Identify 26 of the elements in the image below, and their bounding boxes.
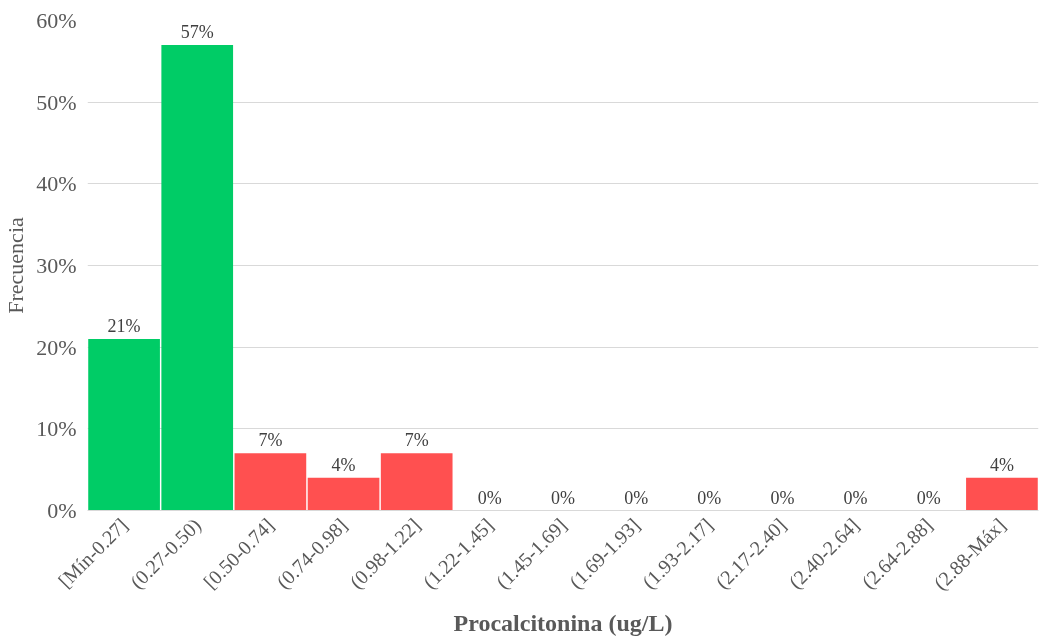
data-label: 0%	[770, 487, 795, 508]
y-tick-label: 40%	[36, 171, 77, 197]
data-label: 0%	[697, 487, 722, 508]
y-tick-label: 20%	[36, 334, 77, 360]
x-axis-title: Procalcitonina (ug/L)	[453, 609, 673, 636]
data-label: 0%	[916, 487, 941, 508]
data-label: 0%	[477, 487, 502, 508]
bar	[307, 477, 380, 511]
bar	[234, 453, 307, 511]
bar	[380, 453, 453, 511]
y-tick-label: 10%	[36, 416, 77, 442]
data-label: 4%	[989, 454, 1014, 475]
data-label: 0%	[624, 487, 649, 508]
data-label: 7%	[404, 430, 429, 451]
data-label: 21%	[107, 316, 141, 336]
data-label: 0%	[843, 487, 868, 508]
data-label: 0%	[551, 487, 575, 508]
data-label: 7%	[258, 430, 283, 451]
y-axis-title: Frecuencia	[3, 217, 29, 314]
y-tick-label: 30%	[36, 253, 77, 278]
y-tick-label: 60%	[36, 8, 77, 33]
y-tick-label: 0%	[47, 498, 77, 523]
data-label: 57%	[180, 22, 214, 42]
bar	[966, 477, 1038, 511]
data-label: 4%	[331, 454, 356, 475]
y-tick-label: 50%	[36, 89, 77, 115]
